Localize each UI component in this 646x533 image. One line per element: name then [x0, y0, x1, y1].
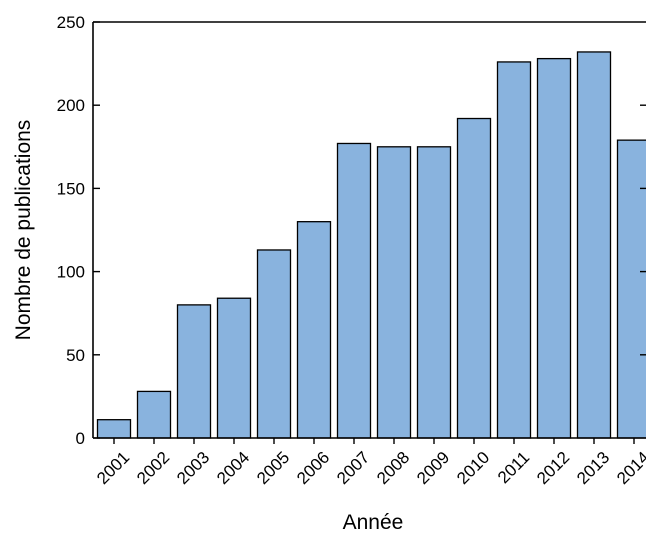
bar-2010	[456, 117, 492, 439]
x-tick-label-2003: 2003	[173, 448, 213, 488]
bar-2002	[136, 390, 172, 439]
y-tick-label-150: 150	[57, 179, 85, 198]
x-tick-label-2001: 2001	[93, 448, 133, 488]
bar-2003	[176, 304, 212, 439]
x-tick-label-2002: 2002	[133, 448, 173, 488]
x-tick-label-2010: 2010	[453, 448, 493, 488]
bar-2012	[536, 57, 572, 439]
y-axis-ticks: 0 50 100 150 200 250	[57, 13, 646, 448]
y-axis-title: Nombre de publications	[12, 120, 35, 341]
x-tick-label-2011: 2011	[494, 448, 533, 487]
x-tick-label-2013: 2013	[573, 448, 613, 488]
y-tick-label-100: 100	[57, 263, 85, 282]
x-tick-label-2008: 2008	[373, 448, 413, 488]
y-tick-label-200: 200	[57, 96, 85, 115]
x-axis-title: Année	[343, 511, 404, 533]
x-tick-label-2014: 2014	[613, 448, 646, 488]
x-tick-label-2005: 2005	[253, 448, 293, 488]
x-tick-label-2009: 2009	[413, 448, 453, 488]
bar-2009	[416, 146, 452, 439]
bar-2004	[216, 297, 252, 439]
x-axis-ticks: 2001 2002 2003 2004 2005 2006 2007 2008 2009 2010…	[93, 438, 646, 488]
bar-2001	[96, 419, 132, 439]
bar-2007	[336, 142, 372, 439]
bar-2013	[576, 51, 612, 439]
bar-2005	[256, 249, 292, 439]
x-tick-label-2006: 2006	[293, 448, 333, 488]
bar-2006	[296, 221, 332, 439]
y-tick-label-0: 0	[76, 429, 85, 448]
x-tick-label-2007: 2007	[333, 448, 373, 488]
x-tick-label-2012: 2012	[533, 448, 573, 488]
bars-group	[96, 51, 646, 439]
y-tick-label-50: 50	[66, 346, 85, 365]
bar-2014	[616, 139, 646, 439]
y-tick-label-250: 250	[57, 13, 85, 32]
bar-2008	[376, 146, 412, 439]
bar-2011	[496, 61, 532, 439]
x-tick-label-2004: 2004	[213, 448, 253, 488]
